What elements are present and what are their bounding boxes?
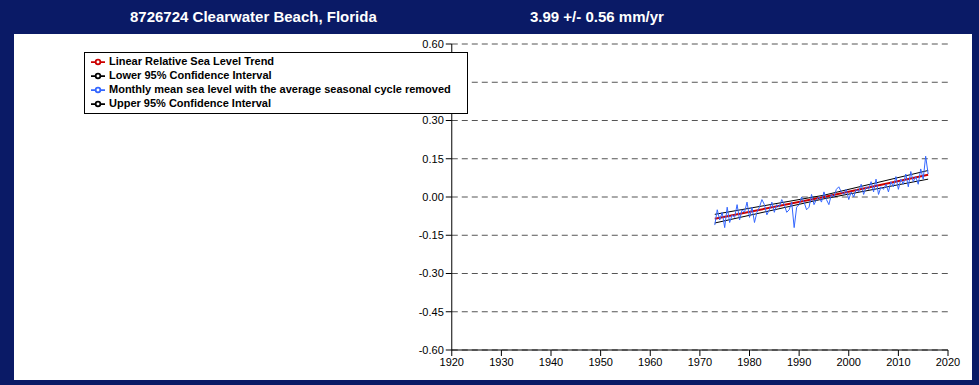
svg-text:1940: 1940 — [539, 356, 563, 368]
svg-text:-0.45: -0.45 — [419, 306, 444, 318]
svg-text:1950: 1950 — [588, 356, 612, 368]
svg-text:0.15: 0.15 — [422, 153, 443, 165]
svg-text:0.60: 0.60 — [422, 38, 443, 50]
svg-text:0.45: 0.45 — [422, 76, 443, 88]
svg-text:-0.15: -0.15 — [419, 229, 444, 241]
svg-text:2010: 2010 — [886, 356, 910, 368]
svg-text:-0.60: -0.60 — [419, 344, 444, 356]
svg-text:1970: 1970 — [688, 356, 712, 368]
svg-text:2020: 2020 — [936, 356, 960, 368]
svg-text:1990: 1990 — [787, 356, 811, 368]
svg-text:0.00: 0.00 — [422, 191, 443, 203]
svg-text:1930: 1930 — [489, 356, 513, 368]
svg-text:1980: 1980 — [737, 356, 761, 368]
svg-text:0.30: 0.30 — [422, 114, 443, 126]
svg-text:-0.30: -0.30 — [419, 267, 444, 279]
svg-text:1920: 1920 — [440, 356, 464, 368]
svg-text:1960: 1960 — [638, 356, 662, 368]
svg-text:2000: 2000 — [837, 356, 861, 368]
